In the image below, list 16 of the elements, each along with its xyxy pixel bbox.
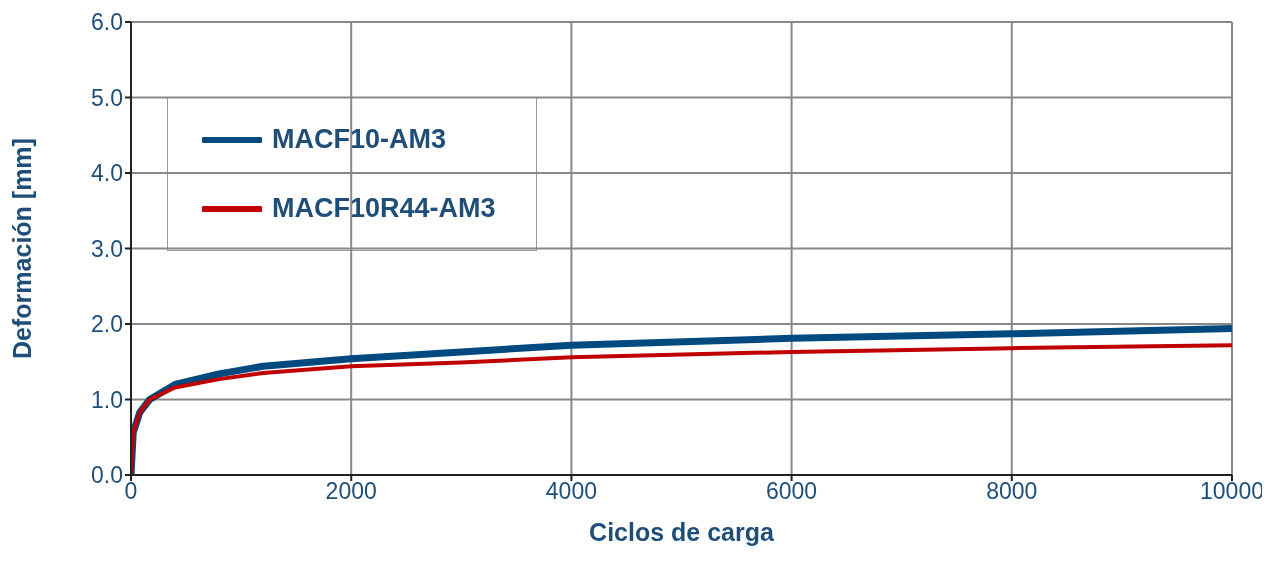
legend-label: MACF10-AM3 <box>272 124 447 155</box>
x-tick-label: 0 <box>124 478 138 505</box>
x-axis-title: Ciclos de carga <box>589 518 775 546</box>
x-tick-label: 4000 <box>545 478 597 505</box>
legend-label: MACF10R44-AM3 <box>272 193 496 224</box>
y-tick-label: 1.0 <box>91 386 123 413</box>
y-tick-label: 3.0 <box>91 235 123 262</box>
y-tick-label: 6.0 <box>91 9 123 36</box>
y-tick-label: 2.0 <box>91 311 123 338</box>
x-tick-label: 8000 <box>986 478 1038 505</box>
y-tick-label: 4.0 <box>91 160 123 187</box>
x-tick-label: 6000 <box>766 478 818 505</box>
x-tick-label: 2000 <box>325 478 377 505</box>
y-axis-title: Deformación [mm] <box>7 138 36 359</box>
y-tick-label: 5.0 <box>91 84 123 111</box>
y-tick-label: 0.0 <box>91 462 123 489</box>
